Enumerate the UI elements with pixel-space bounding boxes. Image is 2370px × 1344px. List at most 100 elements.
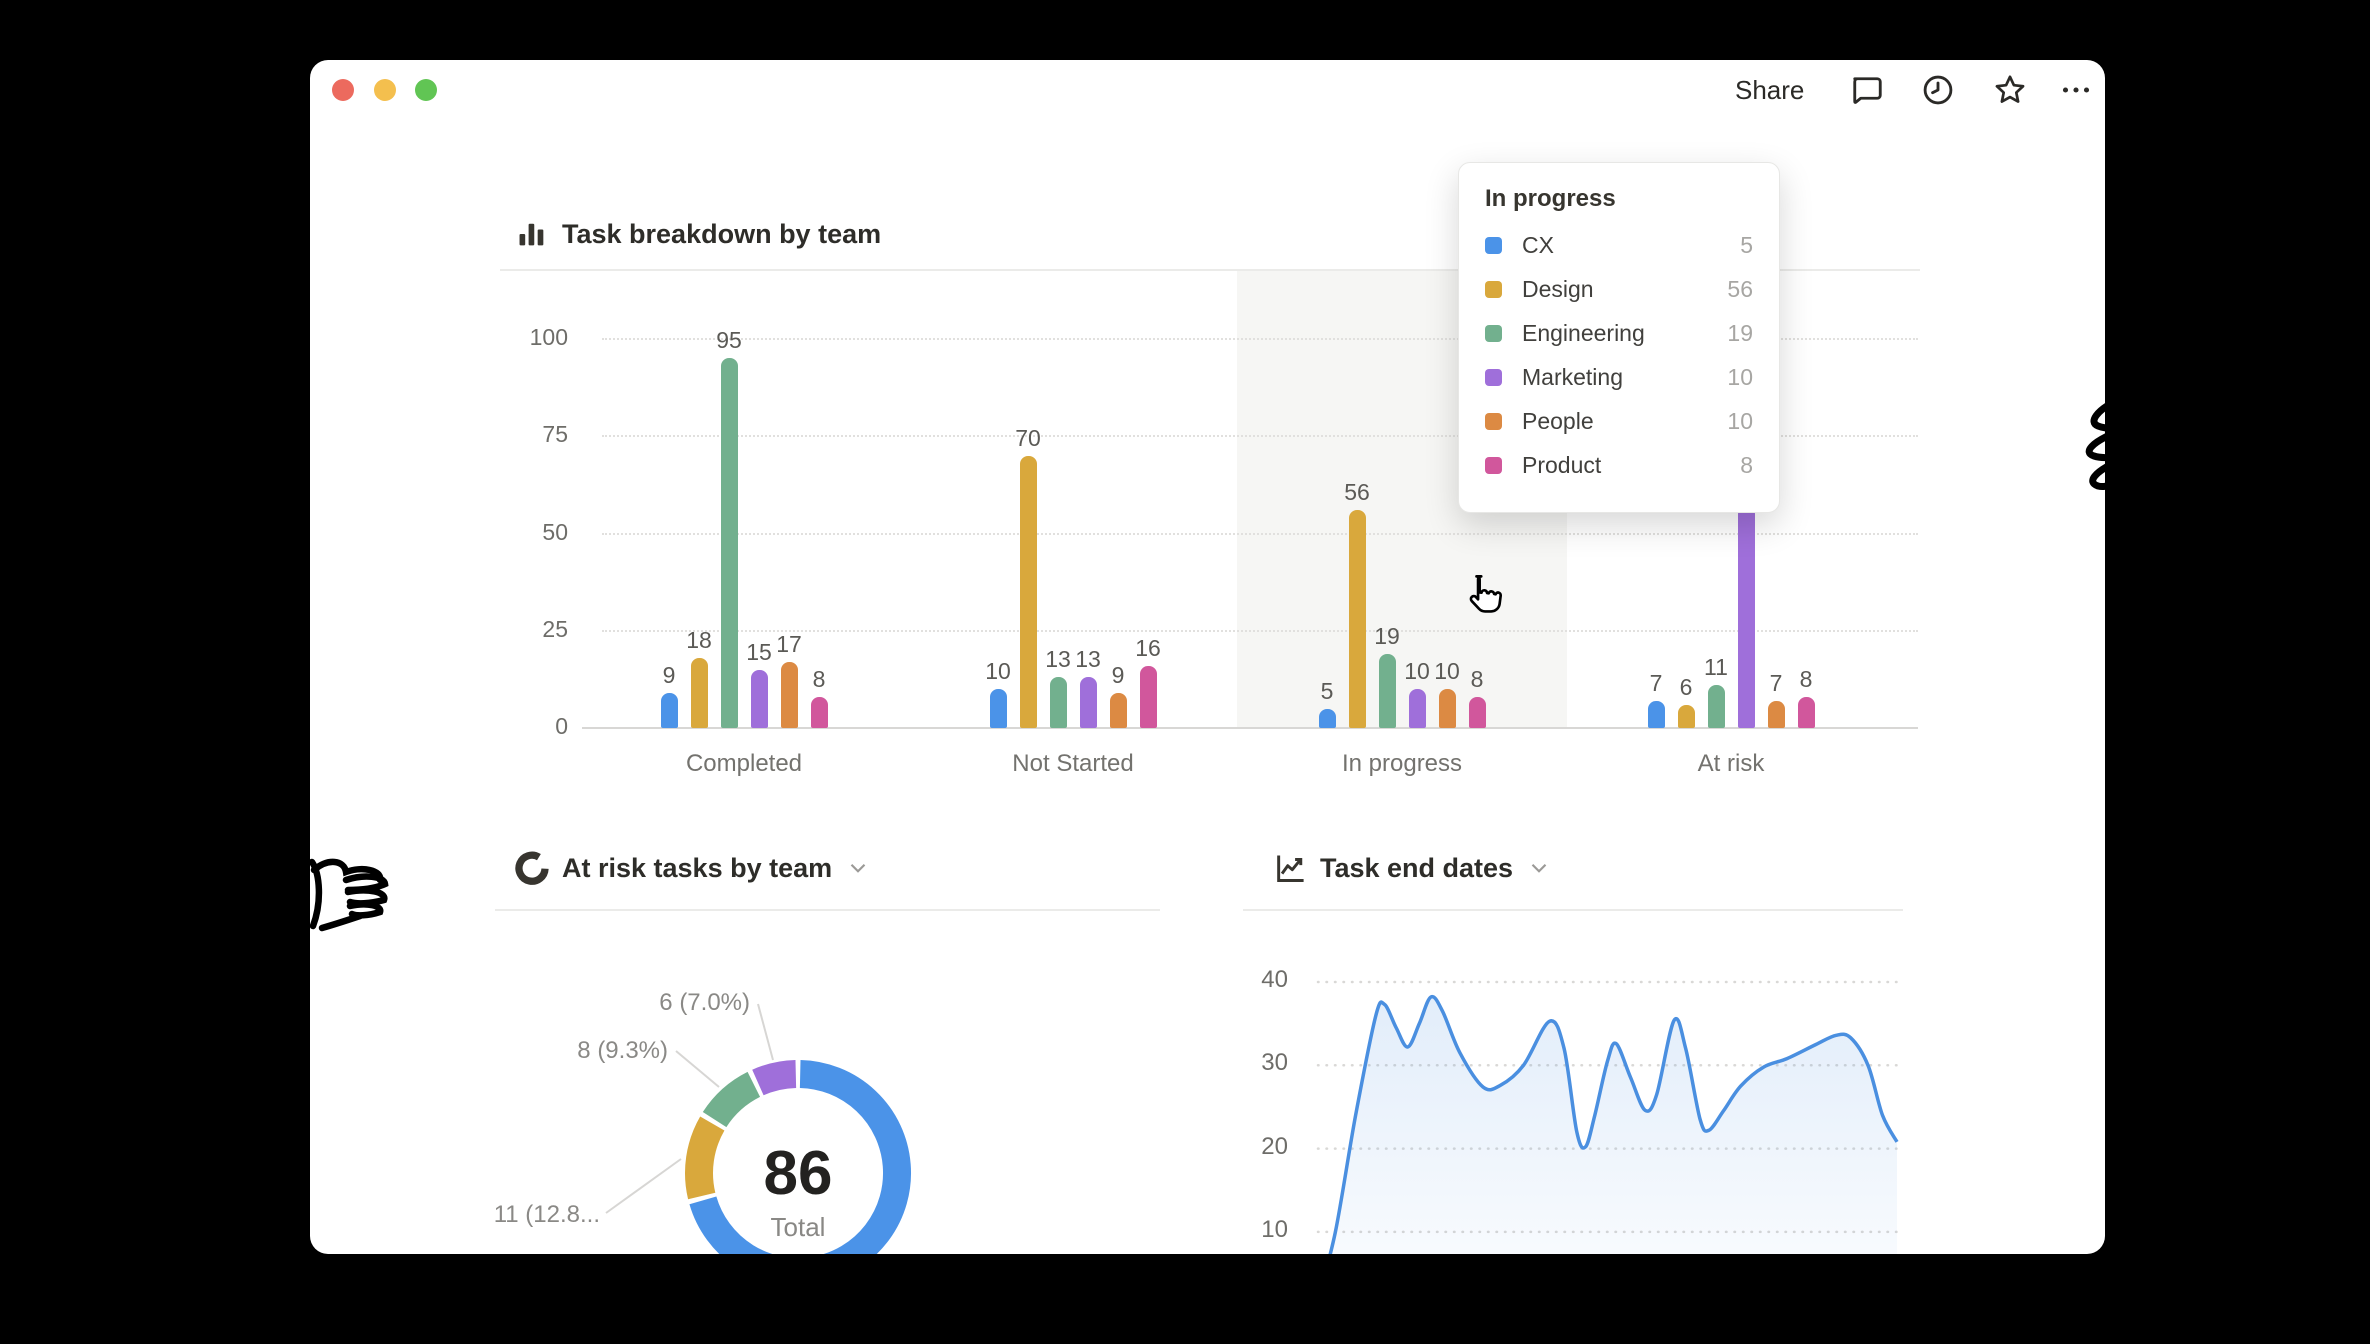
bar-engineering-not-started[interactable] [1049,677,1067,728]
bar-value-label: 95 [716,327,742,353]
donut-callout-label: 11 (12.8... [493,1201,600,1228]
line-title-row: Task end dates [1273,848,1552,888]
bar-value-label: 10 [985,658,1011,684]
bar-people-completed[interactable] [780,662,798,728]
bar-people-at-risk[interactable] [1767,701,1785,728]
donut-chart-icon [515,851,549,885]
y-axis-tick-label: 0 [555,713,568,739]
bar-value-label: 5 [1320,678,1334,704]
donut-title-row: At risk tasks by team [515,848,871,888]
bar-value-label: 6 [1679,674,1693,700]
donut-callout-label: 8 (9.3%) [577,1037,668,1064]
ellipsis-icon [2062,87,2090,93]
comment-icon [1853,77,1882,104]
callout-leader-line [675,1050,720,1088]
bar-engineering-at-risk[interactable] [1707,685,1725,728]
bar-people-in-progress[interactable] [1438,689,1456,728]
bar-cx-completed[interactable] [660,693,678,728]
bar-design-completed[interactable] [690,658,708,728]
bar-engineering-in-progress[interactable] [1378,654,1396,728]
bar-plot: 0 25 50 75 100 9 18 95 15 17 8 Completed 10 70 13 13 9 16… [310,60,2105,840]
bar-value-label: 10 [1434,658,1460,684]
bar-value-label: 56 [1344,479,1370,505]
line-series [1328,994,1899,1254]
series-color-swatch [1485,368,1502,386]
comments-button[interactable] [1848,72,1884,108]
x-axis-category-label: Not Started [1012,750,1134,777]
bar-value-label: 9 [1111,662,1125,688]
tooltip-row: Engineering 19 [1485,311,1753,355]
bar-value-label: 13 [1075,646,1101,672]
tooltip-series-value: 10 [1727,363,1753,390]
more-button[interactable] [2058,72,2094,108]
bar-value-label: 9 [662,662,676,688]
divider [495,909,1160,911]
bar-cx-not-started[interactable] [989,689,1007,728]
divider [1243,909,1903,911]
donut-chart-title: At risk tasks by team [562,852,833,883]
tooltip-row: CX 5 [1485,223,1753,267]
tooltip-series-value: 8 [1740,451,1753,478]
minimize-button[interactable] [374,79,396,101]
bar-value-label: 7 [1649,670,1663,696]
gridline [602,435,1918,438]
tooltip-row: Product 8 [1485,443,1753,487]
zoom-button[interactable] [415,79,437,101]
bar-design-not-started[interactable] [1019,456,1037,728]
bar-marketing-at-risk[interactable] [1737,506,1755,728]
area-fill [1330,996,1897,1254]
bar-people-not-started[interactable] [1109,693,1127,728]
bar-design-at-risk[interactable] [1677,705,1695,728]
y-axis-tick-label: 20 [1261,1132,1288,1160]
donut-slice[interactable] [685,1116,725,1200]
bar-product-not-started[interactable] [1139,666,1157,728]
tooltip-series-label: People [1522,407,1594,434]
donut-slice[interactable] [702,1071,761,1128]
hand-pointer-cursor [1469,575,1503,613]
bar-value-label: 8 [1799,666,1813,692]
bar-cx-at-risk[interactable] [1647,701,1665,728]
close-button[interactable] [332,79,354,101]
bar-product-in-progress[interactable] [1468,697,1486,728]
bar-value-label: 70 [1015,425,1041,451]
bar-design-in-progress[interactable] [1348,510,1366,728]
updates-button[interactable] [1920,72,1956,108]
line-chart-icon [1277,855,1304,882]
x-axis-category-label: At risk [1697,750,1765,777]
bar-value-label: 15 [746,639,772,665]
bar-value-label: 8 [1470,666,1484,692]
tooltip-row: Design 56 [1485,267,1753,311]
bar-value-label: 19 [1374,623,1400,649]
chevron-down-icon[interactable] [1526,855,1552,881]
donut-chart [605,1003,911,1254]
donut-slice[interactable] [689,1060,911,1254]
bar-marketing-in-progress[interactable] [1408,689,1426,728]
bar-marketing-completed[interactable] [750,670,768,728]
clock-icon [1923,75,1953,105]
bar-marketing-not-started[interactable] [1079,677,1097,728]
tooltip-series-value: 56 [1727,275,1753,302]
tooltip-row: People 10 [1485,399,1753,443]
bar-product-at-risk[interactable] [1797,697,1815,728]
share-button[interactable]: Share [1735,75,1805,105]
donut-slice[interactable] [752,1060,797,1096]
donut-center-label: Total [770,1212,826,1242]
tooltip-series-value: 19 [1727,319,1753,346]
tooltip-series-label: Design [1522,275,1594,302]
x-axis-category-label: Completed [685,750,803,777]
gridline [602,532,1918,535]
tooltip-title: In progress [1485,185,1616,212]
bar-chart-title: Task breakdown by team [562,218,882,249]
bar-cx-in-progress[interactable] [1318,709,1336,728]
x-axis-line [582,727,1918,729]
line-chart-title: Task end dates [1320,852,1514,883]
donut-center-value: 86 [763,1139,833,1208]
y-axis-tick-label: 50 [542,518,568,545]
bar-engineering-completed[interactable] [720,358,738,728]
bar-product-completed[interactable] [810,697,828,728]
bar-value-label: 16 [1135,635,1161,661]
favorite-button[interactable] [1992,72,2028,108]
donut-callout-label: 6 (7.0%) [659,989,750,1016]
chevron-down-icon[interactable] [845,855,871,881]
